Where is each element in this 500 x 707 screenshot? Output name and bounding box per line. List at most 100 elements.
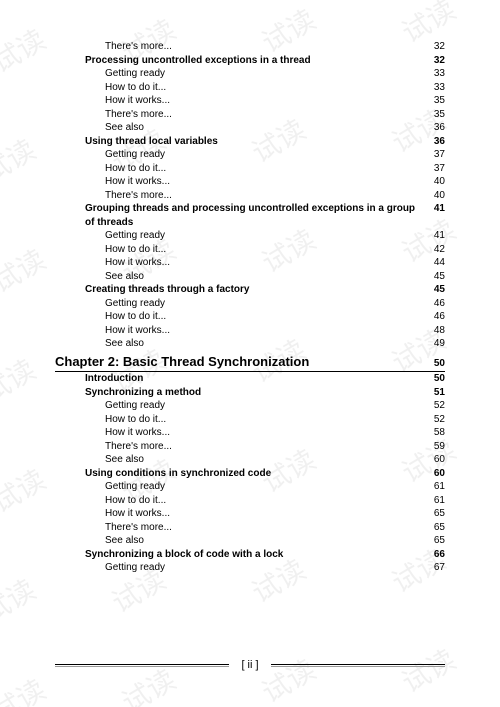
toc-entry-page: 65 [434,507,445,521]
toc-entry-label: Getting ready [105,229,173,243]
toc-entry: How to do it... 61 [55,494,445,508]
toc-entry-label: There's more... [105,108,180,122]
toc-entry: How it works... 58 [55,426,445,440]
toc-entry-label: See also [105,534,152,548]
toc-entry: There's more... 35 [55,108,445,122]
toc-entry: How it works... 65 [55,507,445,521]
toc-entry-label: How to do it... [105,81,174,95]
toc-entry: Chapter 2: Basic Thread Synchronization5… [55,353,445,373]
toc-entry-label: Getting ready [105,399,173,413]
toc-page: There's more... 32 Processing uncontrolled… [0,0,500,707]
toc-entry: How to do it...37 [55,162,445,176]
toc-entry-page: 66 [434,548,445,562]
toc-entry-label: How it works... [105,256,178,270]
toc-entry-label: See also [105,337,152,351]
toc-entry-page: 37 [434,148,445,162]
toc-entry-page: 46 [434,310,445,324]
toc-entry-label: Getting ready [105,480,173,494]
toc-entry-label: Getting ready [105,561,173,575]
toc-entry-label: How to do it... [105,413,174,427]
toc-entry-page: 49 [434,337,445,351]
toc-entry: How it works... 40 [55,175,445,189]
toc-entry-page: 59 [434,440,445,454]
toc-entry-page: 42 [434,243,445,257]
toc-entry-label: Getting ready [105,148,173,162]
toc-entry: Getting ready33 [55,67,445,81]
toc-entry: Getting ready 37 [55,148,445,162]
toc-entry: There's more...65 [55,521,445,535]
toc-entry-page: 33 [434,67,445,81]
toc-entry-page: 32 [434,40,445,54]
toc-entry-label: There's more... [105,189,180,203]
toc-entry-page: 52 [434,413,445,427]
toc-entry-label: How it works... [105,507,178,521]
toc-entry: There's more... 59 [55,440,445,454]
toc-entry: See also 36 [55,121,445,135]
toc-entry: Processing uncontrolled exceptions in a … [55,54,445,68]
toc-entry: Grouping threads and processing uncontro… [55,202,445,229]
toc-entry-label: How to do it... [105,494,174,508]
toc-entry-page: 45 [434,283,445,297]
toc-entry: How to do it... 42 [55,243,445,257]
toc-entry: How to do it... 46 [55,310,445,324]
toc-entry: See also 60 [55,453,445,467]
toc-entry-label: Grouping threads and processing uncontro… [85,202,434,229]
toc-entry-label: How to do it... [105,243,174,257]
toc-entry-page: 61 [434,494,445,508]
toc-entry-page: 44 [434,256,445,270]
toc-entry-page: 36 [434,121,445,135]
toc-entry-page: 50 [434,372,445,386]
toc-entry: How it works... 44 [55,256,445,270]
toc-entry-page: 58 [434,426,445,440]
toc-entry-page: 60 [434,453,445,467]
toc-entry-page: 46 [434,297,445,311]
toc-entry: Getting ready52 [55,399,445,413]
toc-entry-label: How it works... [105,324,178,338]
toc-entry: Creating threads through a factory 45 [55,283,445,297]
toc-entry-page: 35 [434,108,445,122]
toc-entry-label: See also [105,453,152,467]
toc-entry-page: 40 [434,175,445,189]
toc-entry-label: Creating threads through a factory [85,283,257,297]
toc-entry-label: There's more... [105,440,180,454]
toc-entry: How it works... 48 [55,324,445,338]
toc-entry-page: 67 [434,561,445,575]
toc-entry: See also 45 [55,270,445,284]
toc-entry-label: How to do it... [105,310,174,324]
toc-entry-label: Processing uncontrolled exceptions in a … [85,54,319,68]
toc-entry-page: 61 [434,480,445,494]
toc-entry: There's more... 32 [55,40,445,54]
toc-entry: There's more... 40 [55,189,445,203]
toc-entry-label: Getting ready [105,297,173,311]
toc-entry-page: 51 [434,386,445,400]
toc-entry: Getting ready 61 [55,480,445,494]
toc-entry-label: Chapter 2: Basic Thread Synchronization [55,353,434,373]
toc-entry-page: 48 [434,324,445,338]
toc-entry-page: 36 [434,135,445,149]
toc-entry-page: 50 [434,357,445,373]
toc-entry-label: How it works... [105,94,178,108]
toc-entry-label: There's more... [105,40,180,54]
toc-entry-page: 35 [434,94,445,108]
toc-entry-label: There's more... [105,521,180,535]
toc-entry-label: Synchronizing a method [85,386,209,400]
toc-entry-label: See also [105,270,152,284]
toc-entry: See also 49 [55,337,445,351]
toc-entry-page: 45 [434,270,445,284]
toc-entry-label: How it works... [105,175,178,189]
toc-entry: Using conditions in synchronized code60 [55,467,445,481]
toc-entry: Introduction 50 [55,372,445,386]
toc-entry: How to do it... 52 [55,413,445,427]
toc-entry-label: See also [105,121,152,135]
toc-entry-page: 41 [434,202,445,216]
toc-entry-page: 40 [434,189,445,203]
toc-entry-page: 65 [434,534,445,548]
toc-entry: See also 65 [55,534,445,548]
toc-entry-label: Introduction [85,372,151,386]
toc-entry-page: 60 [434,467,445,481]
toc-entry-label: How it works... [105,426,178,440]
toc-entry-label: Synchronizing a block of code with a loc… [85,548,291,562]
toc-entry: Synchronizing a method 51 [55,386,445,400]
toc-entry: How it works... 35 [55,94,445,108]
toc-entry: Getting ready 67 [55,561,445,575]
